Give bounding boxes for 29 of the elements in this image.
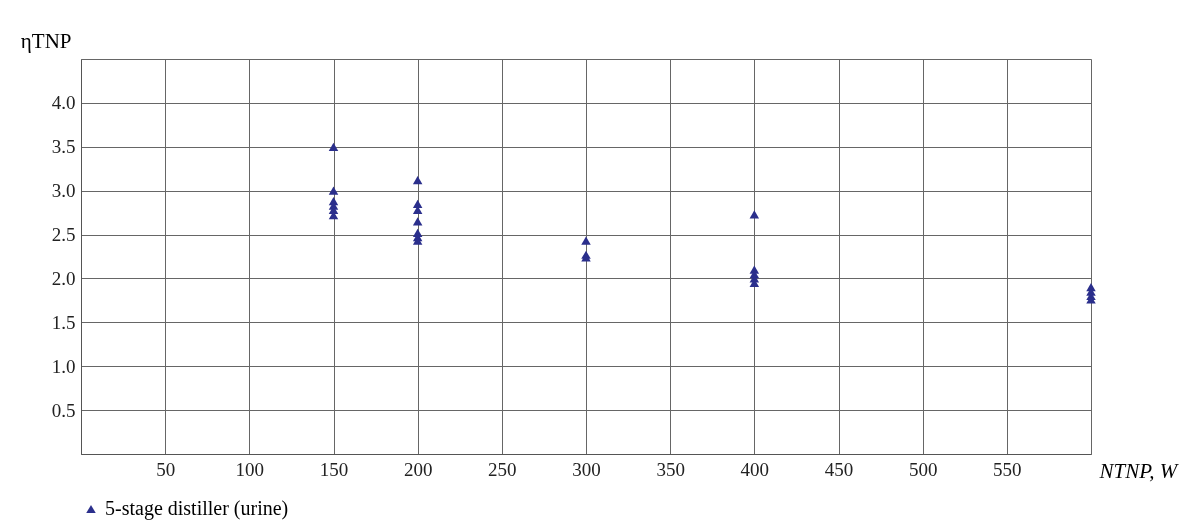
x-tick-label: 450 <box>824 458 854 480</box>
y-tick-label: 3.0 <box>51 180 76 202</box>
point <box>328 186 339 195</box>
x-tick-label: 150 <box>319 458 349 480</box>
y-tick-label: 2.0 <box>51 267 76 289</box>
x-tick-label: 300 <box>572 458 601 480</box>
y-tick-label: 1.0 <box>51 355 76 377</box>
legend-label: 5-stage distiller (urine) <box>105 497 289 520</box>
x-tick-label: 400 <box>740 458 770 480</box>
point <box>412 199 423 208</box>
x-tick-label: 550 <box>993 458 1022 480</box>
point <box>412 176 423 185</box>
x-tick-label: 350 <box>656 458 685 480</box>
y-tick-label: 0.5 <box>51 399 76 421</box>
y-axis-title: ηTNP <box>20 28 72 53</box>
point <box>581 236 591 245</box>
x-tick-label: 50 <box>156 458 176 480</box>
y-tick-label: 1.5 <box>51 311 76 333</box>
x-tick-label: 250 <box>488 458 517 480</box>
x-tick-label: 500 <box>908 458 938 480</box>
y-tick-label: 2.5 <box>51 224 76 246</box>
point <box>328 142 339 151</box>
x-axis-title: NTNP, W <box>1098 458 1180 483</box>
y-tick-label: 3.5 <box>51 136 76 158</box>
y-tick-label: 4.0 <box>51 92 76 114</box>
x-tick-label: 200 <box>403 458 433 480</box>
point <box>749 210 760 219</box>
point <box>412 217 423 226</box>
x-tick-label: 100 <box>235 458 265 480</box>
